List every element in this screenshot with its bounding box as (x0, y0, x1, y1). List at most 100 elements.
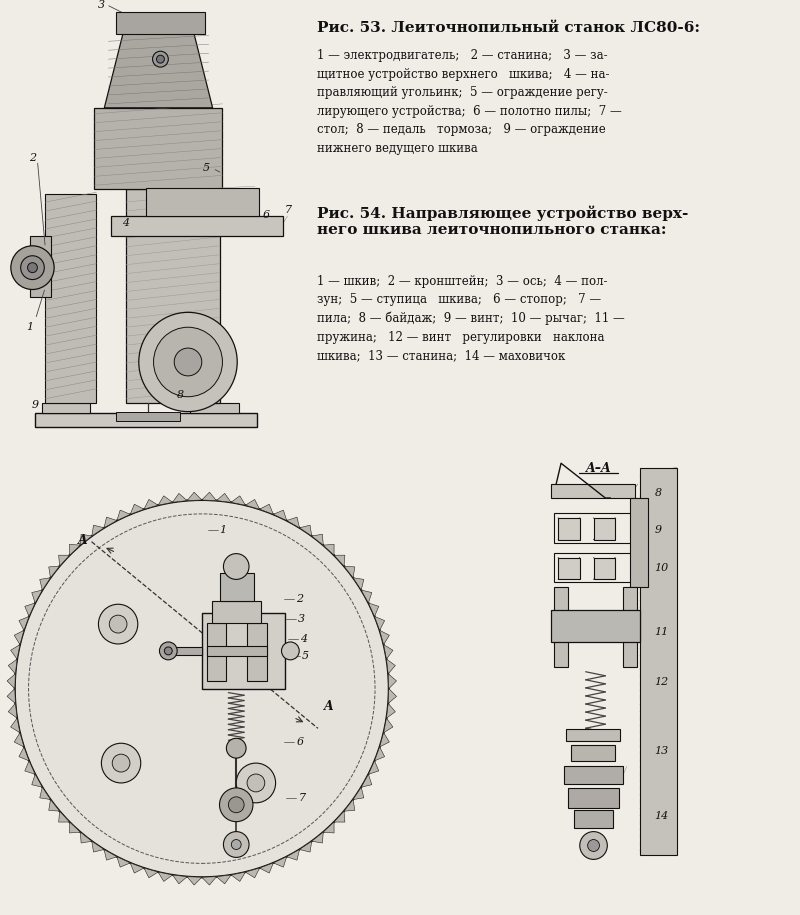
Circle shape (580, 832, 607, 859)
Bar (594, 557, 615, 579)
Polygon shape (7, 673, 15, 689)
Text: A: A (78, 533, 87, 546)
Polygon shape (344, 800, 355, 811)
Bar (94, 108, 222, 189)
Text: A–A: A–A (586, 462, 611, 475)
Text: 6: 6 (296, 737, 303, 748)
Text: Рис. 53. Леиточнопильный станок ЛС80-6:: Рис. 53. Леиточнопильный станок ЛС80-6: (317, 21, 700, 36)
Polygon shape (388, 673, 397, 689)
Polygon shape (32, 774, 42, 787)
Polygon shape (380, 733, 390, 747)
Text: 3: 3 (298, 614, 306, 624)
Bar (640, 468, 678, 856)
Polygon shape (259, 863, 274, 873)
Polygon shape (8, 659, 17, 673)
Bar (594, 518, 615, 540)
Polygon shape (286, 517, 299, 528)
Polygon shape (10, 718, 20, 733)
Polygon shape (286, 849, 299, 860)
Polygon shape (58, 811, 70, 822)
Polygon shape (92, 525, 104, 536)
Polygon shape (19, 747, 29, 760)
Bar (551, 610, 640, 642)
Circle shape (110, 615, 127, 633)
Text: 2: 2 (296, 594, 303, 604)
Polygon shape (231, 872, 246, 881)
Circle shape (226, 738, 246, 759)
Bar (564, 766, 623, 784)
Polygon shape (49, 566, 59, 577)
Polygon shape (323, 544, 334, 555)
Polygon shape (80, 534, 92, 545)
Circle shape (27, 263, 38, 273)
Polygon shape (334, 555, 345, 566)
Bar (630, 498, 648, 587)
Polygon shape (374, 747, 385, 760)
Text: 4: 4 (122, 218, 130, 228)
Circle shape (247, 774, 265, 791)
Polygon shape (344, 566, 355, 577)
Polygon shape (144, 868, 158, 877)
Polygon shape (246, 500, 259, 510)
Text: 8: 8 (654, 488, 662, 498)
Polygon shape (369, 603, 378, 617)
Polygon shape (25, 760, 35, 774)
Polygon shape (231, 496, 246, 505)
Bar (554, 513, 631, 543)
Bar (554, 553, 631, 582)
Polygon shape (187, 492, 202, 501)
Circle shape (157, 55, 164, 63)
Polygon shape (49, 800, 59, 811)
Polygon shape (217, 875, 231, 884)
Polygon shape (104, 849, 117, 860)
Bar (206, 646, 266, 656)
Circle shape (164, 647, 172, 655)
Polygon shape (362, 774, 372, 787)
Text: 1: 1 (26, 322, 33, 332)
Polygon shape (32, 590, 42, 603)
Polygon shape (173, 875, 187, 884)
Bar (35, 413, 257, 426)
Bar (46, 194, 97, 403)
Text: 11: 11 (654, 627, 669, 637)
Polygon shape (19, 617, 29, 630)
Circle shape (112, 754, 130, 772)
Polygon shape (384, 644, 393, 659)
Text: 13: 13 (654, 746, 669, 756)
Polygon shape (334, 811, 345, 822)
Circle shape (223, 832, 249, 857)
Polygon shape (104, 517, 117, 528)
Text: 1: 1 (219, 525, 226, 534)
Polygon shape (58, 555, 70, 566)
Bar (202, 613, 286, 689)
Circle shape (231, 840, 241, 849)
Circle shape (14, 500, 389, 877)
Circle shape (102, 743, 141, 783)
Bar (190, 403, 239, 413)
Polygon shape (25, 603, 35, 617)
Bar (623, 587, 637, 667)
Text: 14: 14 (654, 811, 669, 821)
Circle shape (228, 797, 244, 813)
Bar (558, 557, 580, 579)
Circle shape (174, 348, 202, 376)
Polygon shape (70, 822, 80, 833)
Circle shape (153, 51, 168, 67)
Circle shape (219, 788, 253, 822)
Bar (30, 236, 51, 297)
Circle shape (282, 642, 299, 660)
Polygon shape (130, 504, 144, 514)
Bar (116, 13, 205, 35)
Bar (247, 623, 266, 681)
Polygon shape (386, 659, 395, 673)
Text: 12: 12 (654, 677, 669, 686)
Polygon shape (323, 822, 334, 833)
Polygon shape (202, 877, 217, 885)
Text: 1 — шкив;  2 — кронштейн;  3 — ось;  4 — пол-
зун;  5 — ступица   шкива;   6 — с: 1 — шкив; 2 — кронштейн; 3 — ось; 4 — по… (317, 274, 625, 362)
Bar (554, 587, 568, 667)
Bar (571, 745, 615, 761)
Bar (206, 623, 226, 681)
Polygon shape (388, 689, 397, 704)
Polygon shape (70, 544, 80, 555)
Text: 8: 8 (177, 390, 184, 400)
